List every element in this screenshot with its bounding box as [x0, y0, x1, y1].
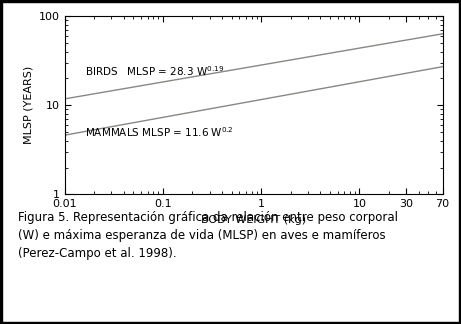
Text: MAMMALS MLSP = 11.6 W$^{0.2}$: MAMMALS MLSP = 11.6 W$^{0.2}$ — [85, 125, 233, 139]
Text: BIRDS   MLSP = 28.3 W$^{0.19}$: BIRDS MLSP = 28.3 W$^{0.19}$ — [85, 65, 224, 78]
X-axis label: BODY WEIGHT (kg): BODY WEIGHT (kg) — [201, 215, 306, 225]
Y-axis label: MLSP (YEARS): MLSP (YEARS) — [23, 66, 33, 145]
Text: Figura 5. Representación gráfica da relación entre peso corporal
(W) e máxima es: Figura 5. Representación gráfica da rela… — [18, 211, 398, 260]
